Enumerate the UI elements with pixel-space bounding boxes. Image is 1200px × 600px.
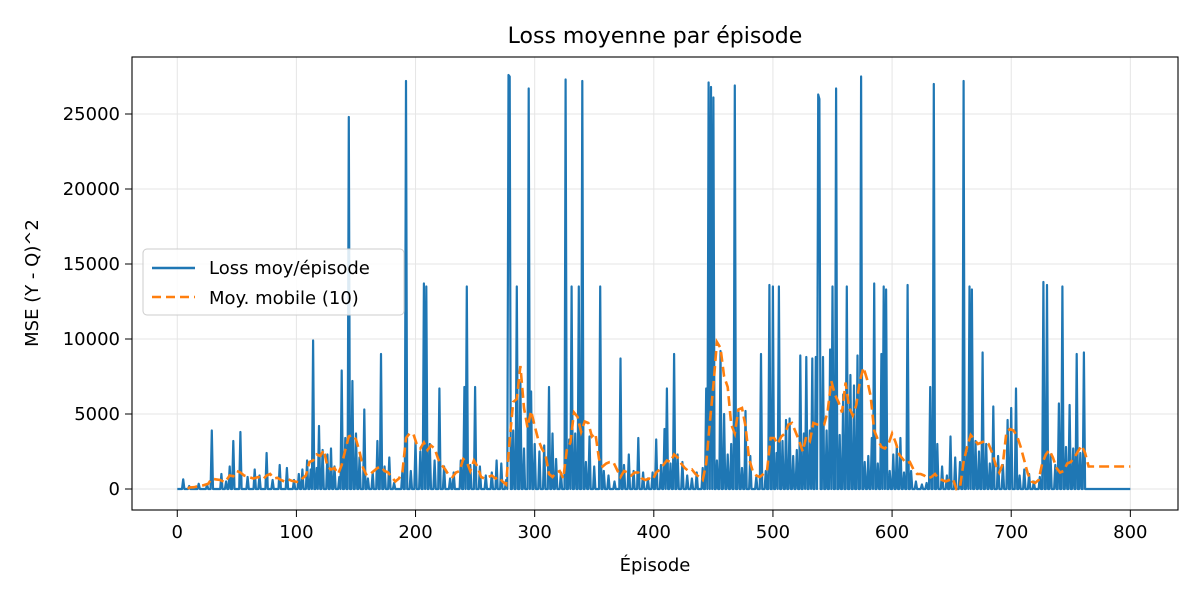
legend-box	[142, 248, 405, 316]
series-line-loss	[177, 73, 1131, 491]
y-tick-label: 10000	[63, 329, 120, 350]
legend-label-loss: Loss moy/épisode	[209, 258, 370, 279]
plot-frame	[131, 56, 1179, 511]
x-axis-ticks: 0 100 200 300 400 500 600 700 800	[172, 510, 1148, 543]
plot-clip	[177, 73, 1131, 491]
y-axis-ticks: 0 5000 10000 15000 20000 25000	[63, 104, 132, 500]
x-tick-label: 600	[875, 522, 909, 543]
x-axis-label: Épisode	[620, 554, 691, 576]
x-tick-label: 300	[517, 522, 551, 543]
x-tick-label: 100	[279, 522, 313, 543]
x-tick-label: 500	[756, 522, 790, 543]
y-tick-label: 0	[109, 479, 120, 500]
x-tick-label: 400	[637, 522, 671, 543]
y-tick-label: 20000	[63, 179, 120, 200]
y-tick-label: 5000	[74, 404, 120, 425]
legend-label-moving-average: Moy. mobile (10)	[209, 288, 359, 309]
legend: Loss moy/épisode Moy. mobile (10)	[142, 248, 405, 316]
chart-title: Loss moyenne par épisode	[508, 24, 803, 49]
series-line-moving-average	[186, 337, 1131, 491]
x-tick-label: 700	[994, 522, 1028, 543]
y-tick-label: 15000	[63, 254, 120, 275]
x-tick-label: 0	[172, 522, 183, 543]
y-tick-label: 25000	[63, 104, 120, 125]
y-axis-label: MSE (Y - Q)^2	[22, 219, 43, 347]
x-tick-label: 200	[398, 522, 432, 543]
x-tick-label: 800	[1113, 522, 1147, 543]
